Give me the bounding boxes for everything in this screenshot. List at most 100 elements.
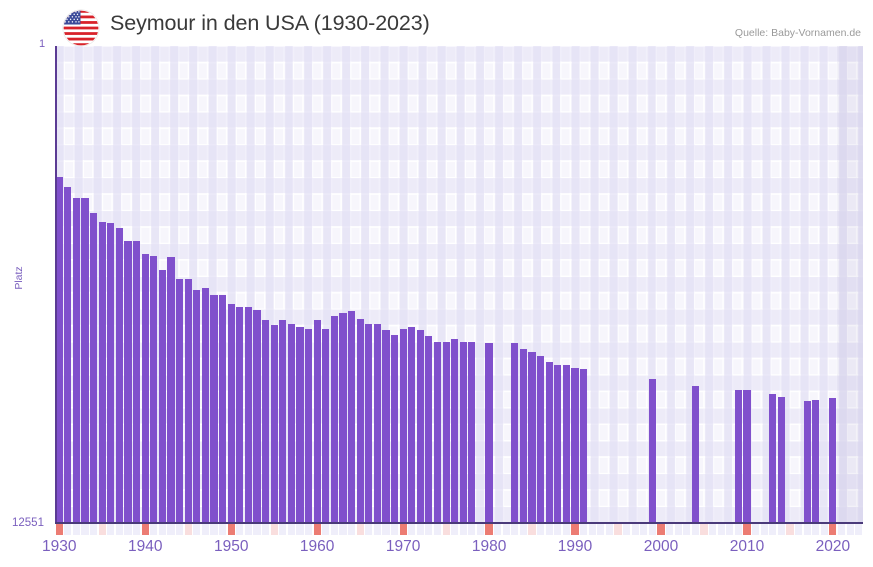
x-tick-minor bbox=[416, 524, 424, 535]
x-tick-minor bbox=[219, 524, 227, 535]
x-tick-minor bbox=[287, 524, 295, 535]
x-tick-minor bbox=[648, 524, 656, 535]
bar[interactable] bbox=[382, 330, 390, 523]
bar[interactable] bbox=[304, 328, 313, 523]
x-tick-minor bbox=[674, 524, 682, 535]
bar[interactable] bbox=[554, 364, 562, 523]
x-axis-tick-label: 1980 bbox=[471, 538, 507, 555]
bar[interactable] bbox=[468, 342, 476, 523]
x-tick-minor bbox=[459, 524, 467, 535]
x-tick-minor bbox=[193, 524, 201, 535]
bar[interactable] bbox=[425, 335, 433, 523]
x-tick-minor bbox=[236, 524, 244, 535]
bar[interactable] bbox=[115, 228, 124, 523]
bar[interactable] bbox=[648, 379, 656, 523]
x-tick-strip bbox=[55, 524, 863, 535]
bar[interactable] bbox=[313, 319, 321, 523]
bar[interactable] bbox=[270, 324, 278, 523]
bar[interactable] bbox=[347, 311, 356, 523]
bar[interactable] bbox=[253, 309, 261, 523]
bar[interactable] bbox=[519, 348, 528, 523]
bar[interactable] bbox=[511, 342, 519, 523]
chart-header: Seymour in den USA (1930-2023) Quelle: B… bbox=[0, 0, 873, 48]
bar[interactable] bbox=[356, 319, 364, 523]
x-tick-minor bbox=[605, 524, 614, 535]
bar[interactable] bbox=[580, 368, 588, 523]
bar[interactable] bbox=[133, 240, 141, 523]
bar[interactable] bbox=[537, 356, 545, 523]
bar[interactable] bbox=[777, 396, 785, 523]
bar[interactable] bbox=[322, 329, 330, 523]
x-tick-minor bbox=[322, 524, 330, 535]
bar[interactable] bbox=[244, 307, 252, 523]
x-tick-minor bbox=[81, 524, 89, 535]
bar[interactable] bbox=[390, 334, 399, 523]
bar[interactable] bbox=[545, 362, 553, 523]
bar[interactable] bbox=[236, 307, 244, 523]
x-tick-half bbox=[442, 524, 450, 535]
x-tick-minor bbox=[537, 524, 545, 535]
bar[interactable] bbox=[743, 390, 751, 523]
bar[interactable] bbox=[167, 256, 175, 523]
bar[interactable] bbox=[373, 323, 381, 523]
bar[interactable] bbox=[55, 176, 63, 523]
bar[interactable] bbox=[72, 198, 81, 523]
bar[interactable] bbox=[158, 270, 167, 523]
x-axis-tick-label: 1950 bbox=[213, 538, 249, 555]
bar[interactable] bbox=[98, 221, 106, 523]
bar[interactable] bbox=[408, 326, 416, 523]
bar[interactable] bbox=[193, 289, 201, 523]
x-tick-minor bbox=[820, 524, 828, 535]
bar[interactable] bbox=[227, 304, 235, 523]
bar[interactable] bbox=[691, 386, 699, 523]
bar[interactable] bbox=[459, 341, 467, 523]
x-tick-minor bbox=[167, 524, 175, 535]
bar[interactable] bbox=[201, 288, 210, 523]
bar[interactable] bbox=[528, 351, 536, 523]
bar[interactable] bbox=[829, 397, 837, 523]
bar[interactable] bbox=[219, 294, 227, 523]
bar[interactable] bbox=[107, 222, 115, 523]
bar[interactable] bbox=[81, 198, 89, 523]
bar[interactable] bbox=[210, 294, 218, 523]
y-axis-tick-top: 1 bbox=[39, 38, 46, 50]
x-axis-tick-label: 1940 bbox=[128, 538, 163, 555]
bar[interactable] bbox=[734, 390, 742, 523]
x-tick-minor bbox=[580, 524, 588, 535]
x-tick-major bbox=[829, 524, 837, 535]
x-tick-minor bbox=[623, 524, 631, 535]
bar[interactable] bbox=[812, 400, 820, 523]
x-tick-minor bbox=[511, 524, 519, 535]
bar[interactable] bbox=[433, 341, 442, 523]
bar[interactable] bbox=[262, 320, 270, 523]
x-tick-minor bbox=[717, 524, 725, 535]
bar[interactable] bbox=[176, 279, 184, 523]
bar[interactable] bbox=[330, 316, 338, 523]
bar[interactable] bbox=[803, 400, 811, 523]
bar[interactable] bbox=[287, 324, 295, 523]
x-tick-half bbox=[700, 524, 708, 535]
us-flag-icon bbox=[63, 10, 99, 46]
bar[interactable] bbox=[141, 254, 149, 523]
bar[interactable] bbox=[769, 393, 777, 523]
bar[interactable] bbox=[399, 329, 407, 523]
x-tick-half bbox=[184, 524, 192, 535]
bar[interactable] bbox=[416, 329, 424, 523]
bar[interactable] bbox=[279, 320, 287, 523]
bar[interactable] bbox=[339, 313, 347, 523]
bar[interactable] bbox=[365, 324, 373, 523]
bar[interactable] bbox=[184, 279, 192, 523]
bar[interactable] bbox=[442, 342, 450, 523]
bar[interactable] bbox=[296, 327, 304, 523]
bar[interactable] bbox=[64, 186, 72, 523]
x-tick-half bbox=[528, 524, 536, 535]
bar[interactable] bbox=[90, 213, 98, 523]
bar[interactable] bbox=[562, 364, 571, 523]
bar[interactable] bbox=[124, 240, 132, 523]
bar[interactable] bbox=[150, 255, 158, 523]
bar[interactable] bbox=[485, 342, 493, 523]
x-tick-minor bbox=[150, 524, 158, 535]
bar[interactable] bbox=[451, 338, 459, 523]
x-tick-minor bbox=[691, 524, 699, 535]
bar[interactable] bbox=[571, 368, 579, 523]
